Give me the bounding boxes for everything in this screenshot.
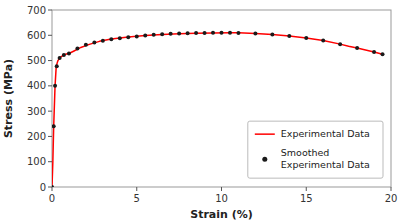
point (143, 34, 147, 38)
point (338, 42, 342, 46)
x-tick (391, 187, 392, 191)
point (160, 32, 164, 36)
point (135, 35, 139, 39)
y-tick-label: 0 (40, 182, 46, 193)
x-tick (306, 187, 307, 191)
point (62, 53, 66, 57)
point (372, 50, 376, 54)
line (52, 33, 383, 187)
point (126, 35, 130, 39)
y-tick (48, 111, 52, 112)
point (52, 124, 56, 128)
x-tick-label: 5 (134, 193, 140, 204)
point (101, 39, 105, 43)
legend-label-line: Experimental Data (281, 159, 370, 170)
point (194, 31, 198, 35)
x-tick (136, 187, 137, 191)
legend-swatch (262, 157, 267, 162)
x-tick (221, 187, 222, 191)
y-tick (48, 136, 52, 137)
legend-box (248, 121, 383, 178)
y-tick-label: 700 (27, 5, 46, 16)
plot-frame (52, 10, 391, 187)
point (55, 64, 59, 68)
y-tick-label: 300 (27, 106, 46, 117)
point (53, 84, 57, 88)
point (270, 33, 274, 37)
y-axis-label: Stress (MPa) (2, 59, 15, 138)
y-tick (48, 60, 52, 61)
point (220, 31, 224, 35)
chart-container: 051015200100200300400500600700Strain (%)… (0, 0, 401, 223)
y-tick-label: 500 (27, 55, 46, 66)
legend: Experimental DataSmoothedExperimental Da… (248, 121, 383, 178)
point (321, 39, 325, 43)
x-tick-label: 0 (49, 193, 55, 204)
x-tick-label: 10 (215, 193, 228, 204)
point (92, 41, 96, 45)
point (236, 31, 240, 35)
point (287, 34, 291, 38)
point (203, 31, 207, 35)
point (304, 36, 308, 40)
y-tick (48, 85, 52, 86)
y-tick (48, 10, 52, 11)
y-tick-label: 200 (27, 131, 46, 142)
point (58, 56, 62, 60)
legend-swatch (255, 133, 275, 135)
legend-label-line: Experimental Data (281, 128, 370, 139)
point (84, 43, 88, 47)
point (253, 32, 257, 36)
point (381, 52, 385, 56)
point (52, 185, 54, 187)
point (152, 33, 156, 37)
y-tick (48, 35, 52, 36)
y-tick (48, 187, 52, 188)
chart: 051015200100200300400500600700Strain (%)… (0, 0, 401, 223)
point (177, 32, 181, 36)
point (109, 37, 113, 41)
x-tick-label: 20 (385, 193, 398, 204)
y-tick (48, 161, 52, 162)
point (67, 51, 71, 55)
point (355, 46, 359, 50)
x-tick (52, 187, 53, 191)
point (228, 31, 232, 35)
point (75, 46, 79, 50)
legend-label: SmoothedExperimental Data (281, 147, 370, 170)
point (118, 36, 122, 40)
y-tick-label: 100 (27, 156, 46, 167)
legend-label-line: Smoothed (281, 147, 330, 158)
plot-area (52, 31, 385, 187)
point (211, 31, 215, 35)
x-tick-label: 15 (300, 193, 313, 204)
x-axis-label: Strain (%) (190, 208, 253, 221)
point (169, 32, 173, 36)
y-tick-label: 600 (27, 30, 46, 41)
y-tick-label: 400 (27, 80, 46, 91)
point (186, 31, 190, 35)
legend-label: Experimental Data (281, 128, 370, 139)
